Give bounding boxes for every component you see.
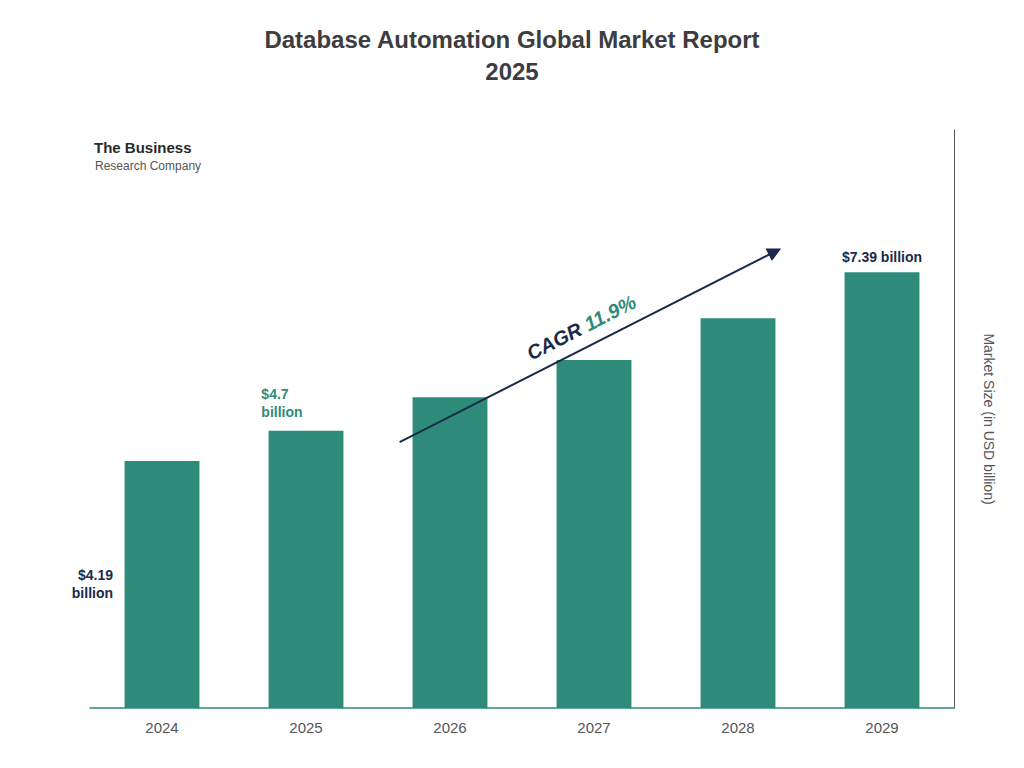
svg-text:billion: billion bbox=[72, 585, 113, 601]
svg-text:2025: 2025 bbox=[289, 719, 322, 736]
svg-text:2027: 2027 bbox=[577, 719, 610, 736]
svg-text:$4.19: $4.19 bbox=[78, 567, 113, 583]
svg-text:2026: 2026 bbox=[433, 719, 466, 736]
svg-text:Research Company: Research Company bbox=[95, 159, 201, 173]
svg-text:Database Automation Global Mar: Database Automation Global Market Report bbox=[264, 26, 759, 53]
svg-text:2025: 2025 bbox=[485, 58, 538, 85]
svg-text:$4.7: $4.7 bbox=[261, 386, 288, 402]
svg-text:CAGR: CAGR bbox=[523, 316, 590, 365]
svg-text:billion: billion bbox=[261, 404, 302, 420]
svg-text:2029: 2029 bbox=[865, 719, 898, 736]
svg-text:2028: 2028 bbox=[721, 719, 754, 736]
svg-text:The Business: The Business bbox=[94, 139, 192, 156]
svg-text:2024: 2024 bbox=[145, 719, 178, 736]
svg-text:11.9%: 11.9% bbox=[581, 291, 640, 336]
svg-text:$7.39 billion: $7.39 billion bbox=[842, 249, 922, 265]
svg-text:Market Size (in USD billion): Market Size (in USD billion) bbox=[981, 333, 997, 504]
